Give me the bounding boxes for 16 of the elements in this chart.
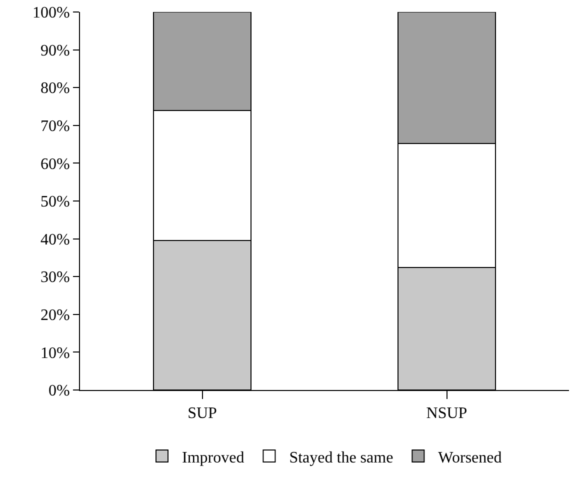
y-tick-label: 40% xyxy=(40,231,70,248)
y-tick-label: 90% xyxy=(40,42,70,60)
legend-label: Improved xyxy=(182,449,244,466)
y-tick-label: 0% xyxy=(48,382,70,400)
legend-label: Stayed the same xyxy=(289,449,394,466)
y-tick-label: 70% xyxy=(40,118,70,135)
y-tick-label: 50% xyxy=(40,194,70,211)
y-tick-label: 80% xyxy=(40,80,70,98)
y-tick-label: 30% xyxy=(40,269,70,286)
y-tick-label: 60% xyxy=(40,156,70,173)
y-tick-label: 100% xyxy=(32,4,70,22)
x-tick-label: SUP xyxy=(188,405,218,422)
y-tick-label: 20% xyxy=(40,307,70,324)
x-tick-label: NSUP xyxy=(426,405,468,422)
y-tick-label: 10% xyxy=(40,344,70,362)
legend-label: Worsened xyxy=(438,449,502,466)
